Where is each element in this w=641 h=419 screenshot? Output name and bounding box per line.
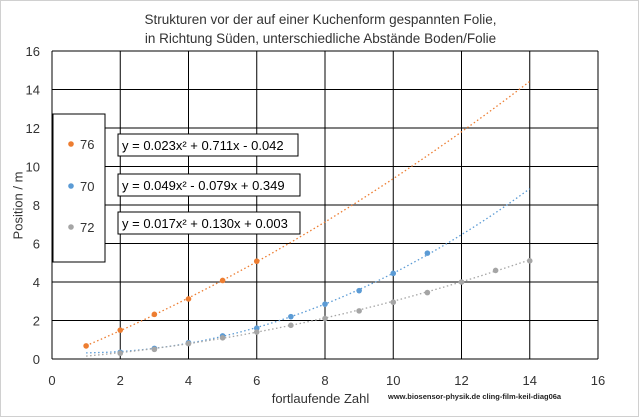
data-point-series-72 bbox=[390, 299, 397, 306]
data-point-series-76 bbox=[83, 343, 89, 349]
data-point-series-76 bbox=[253, 258, 260, 265]
x-tick-label: 12 bbox=[454, 373, 468, 388]
data-point-series-72 bbox=[424, 289, 431, 296]
data-point-series-72 bbox=[288, 322, 294, 329]
chart-title-line-1: Strukturen vor der auf einer Kuchenform … bbox=[144, 12, 497, 27]
x-axis-label: fortlaufende Zahl bbox=[271, 391, 370, 406]
equation-box-series-70 bbox=[117, 173, 301, 197]
legend-marker-series-76 bbox=[68, 141, 74, 147]
data-point-series-72 bbox=[526, 258, 533, 264]
y-tick-label: 14 bbox=[26, 83, 40, 98]
equation-label-series-70: y = 0.049x² - 0.079x + 0.349 bbox=[122, 178, 285, 193]
chart-title-line-2: in Richtung Süden, unterschiedliche Abst… bbox=[144, 31, 497, 46]
data-point-series-70 bbox=[390, 270, 397, 277]
legend-box bbox=[52, 113, 106, 263]
data-point-series-70 bbox=[322, 301, 328, 307]
data-point-series-72 bbox=[322, 315, 328, 322]
legend-label-series-72: 72 bbox=[80, 220, 94, 235]
trendline-series-72 bbox=[86, 259, 531, 357]
data-point-series-70 bbox=[356, 287, 362, 294]
y-tick-label: 16 bbox=[26, 44, 40, 59]
equation-label-series-72: y = 0.017x² + 0.130x + 0.003 bbox=[122, 216, 288, 231]
y-tick-label: 10 bbox=[26, 160, 40, 175]
y-tick-label: 6 bbox=[33, 237, 40, 252]
equation-box-series-76 bbox=[117, 133, 299, 157]
credit-text: www.biosensor-physik.de cling-film-keil-… bbox=[388, 392, 562, 401]
data-point-series-72 bbox=[185, 340, 192, 347]
data-point-series-76 bbox=[117, 327, 124, 333]
data-point-series-72 bbox=[253, 329, 260, 335]
x-tick-label: 6 bbox=[253, 373, 260, 388]
x-tick-label: 2 bbox=[117, 373, 124, 388]
x-tick-label: 14 bbox=[523, 373, 537, 388]
data-point-series-72 bbox=[117, 350, 124, 357]
x-tick-label: 16 bbox=[591, 373, 605, 388]
y-tick-label: 2 bbox=[33, 314, 40, 329]
data-point-series-72 bbox=[219, 335, 226, 341]
data-point-series-76 bbox=[185, 296, 192, 302]
trendline-series-76 bbox=[85, 80, 531, 347]
legend-marker-series-72 bbox=[68, 224, 74, 230]
data-point-series-70 bbox=[253, 325, 260, 332]
legend-marker-series-70 bbox=[68, 183, 74, 189]
y-tick-label: 12 bbox=[26, 121, 40, 136]
data-point-series-76 bbox=[219, 277, 226, 284]
x-tick-label: 4 bbox=[185, 373, 192, 388]
data-point-series-72 bbox=[356, 308, 362, 314]
x-tick-label: 10 bbox=[386, 373, 400, 388]
y-tick-label: 8 bbox=[33, 198, 40, 213]
y-tick-label: 0 bbox=[33, 352, 40, 367]
data-point-series-76 bbox=[151, 311, 158, 318]
x-tick-label: 0 bbox=[48, 373, 55, 388]
data-point-series-72 bbox=[458, 279, 465, 285]
data-point-series-72 bbox=[492, 267, 499, 274]
equation-label-series-76: y = 0.023x² + 0.711x - 0.042 bbox=[122, 138, 284, 153]
y-tick-label: 4 bbox=[33, 275, 40, 290]
equation-box-series-72 bbox=[117, 211, 301, 235]
legend-label-series-76: 76 bbox=[80, 137, 94, 152]
x-tick-label: 8 bbox=[321, 373, 328, 388]
data-point-series-70 bbox=[424, 250, 431, 256]
data-point-series-72 bbox=[151, 346, 158, 353]
data-point-series-70 bbox=[288, 313, 294, 320]
legend-label-series-70: 70 bbox=[80, 179, 94, 194]
